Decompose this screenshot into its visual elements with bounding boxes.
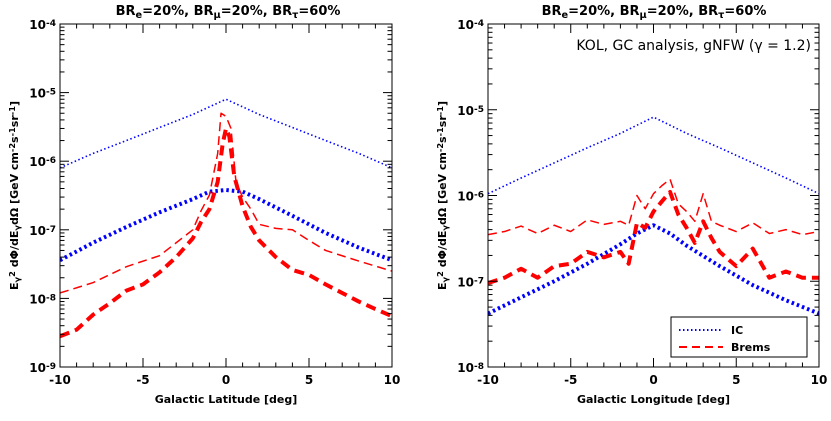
legend-box: [670, 316, 808, 358]
x-tick-label: -5: [136, 373, 149, 387]
x-tick-label: 10: [384, 373, 401, 387]
y-tick-label: 10-6: [457, 190, 484, 204]
y-tick-label: 10-9: [29, 361, 56, 375]
x-tick-label: -10: [477, 373, 499, 387]
y-tick-label: 10-6: [29, 155, 56, 169]
plot-frame: [59, 23, 393, 368]
chart-title: BRe=20%, BRμ=20%, BRτ=60%: [116, 4, 341, 21]
legend-label-ic: IC: [731, 324, 743, 337]
series-brems-thick-dashed: [488, 189, 819, 286]
x-tick-label: 0: [222, 373, 230, 387]
y-axis-label: Eγ2 dΦ/dEγdΩ [GeV cm-2s-1sr-1]: [435, 101, 450, 290]
y-axis-label: Eγ2 dΦ/dEγdΩ [GeV cm-2s-1sr-1]: [7, 101, 22, 290]
x-tick-label: -10: [49, 373, 71, 387]
chart-annotation: KOL, GC analysis, gNFW (γ = 1.2): [576, 38, 811, 54]
y-tick-label: 10-8: [29, 292, 56, 306]
plot-frame: [487, 23, 820, 368]
x-tick-label: 10: [811, 373, 828, 387]
y-tick-label: 10-8: [457, 361, 484, 375]
legend-label-brems: Brems: [731, 341, 771, 354]
chart-panel-1: BRe=20%, BRμ=20%, BRτ=60% -10 -5 0 5 10 10-9 10…: [7, 4, 400, 406]
x-axis-label: Galactic Longitude [deg]: [577, 393, 730, 406]
chart-title: BRe=20%, BRμ=20%, BRτ=60%: [542, 4, 767, 21]
series-ic-thick-dotted: [488, 223, 819, 316]
legend: IC Brems: [670, 316, 808, 358]
y-tick-label: 10-7: [457, 275, 484, 289]
x-tick-label: 5: [732, 373, 740, 387]
x-axis-label: Galactic Latitude [deg]: [155, 393, 298, 406]
series-ic-thick-dotted: [60, 188, 392, 263]
y-tick-label: 10-5: [29, 87, 56, 101]
series-ic-thin-dotted: [488, 116, 819, 195]
y-tick-label: 10-5: [457, 104, 484, 118]
y-tick-label: 10-4: [457, 18, 484, 32]
series-brems-thick-dashed: [60, 126, 392, 339]
x-tick-label: -5: [564, 373, 577, 387]
y-tick-label: 10-7: [29, 224, 56, 238]
series-brems-thin-dashed: [60, 112, 392, 294]
chart-panel-2: BRe=20%, BRμ=20%, BRτ=60% -10 -5 0 5 10 10-8 10…: [435, 4, 827, 406]
x-tick-label: 5: [305, 373, 313, 387]
series-group: [488, 116, 819, 316]
y-tick-label: 10-4: [29, 18, 56, 32]
series-group: [60, 98, 392, 339]
series-brems-thin-dashed: [488, 178, 819, 236]
x-tick-label: 0: [649, 373, 657, 387]
